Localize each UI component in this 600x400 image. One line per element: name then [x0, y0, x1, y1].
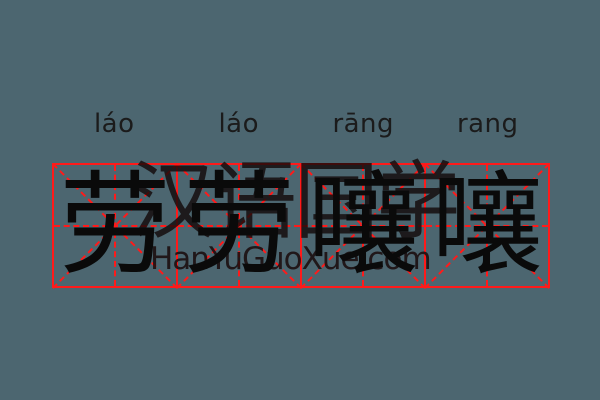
pinyin-row: láo láo rāng rang [52, 100, 550, 148]
hanzi-character-2: 劳 [183, 160, 295, 291]
pinyin-2: láo [218, 109, 260, 139]
hanzi-character-3: 嚷 [307, 160, 419, 291]
pinyin-1: láo [93, 109, 135, 139]
grid-cell-4: 嚷 [424, 160, 550, 291]
grid-cell-2: 劳 [176, 160, 302, 291]
tianzige-grid: 劳 劳 嚷 嚷 [52, 160, 550, 291]
grid-cell-1: 劳 [52, 160, 178, 291]
pinyin-3: rāng [332, 109, 395, 139]
pinyin-4: rang [456, 109, 519, 139]
hanzi-character-1: 劳 [59, 160, 171, 291]
hanzi-character-4: 嚷 [431, 160, 543, 291]
grid-cell-3: 嚷 [300, 160, 426, 291]
